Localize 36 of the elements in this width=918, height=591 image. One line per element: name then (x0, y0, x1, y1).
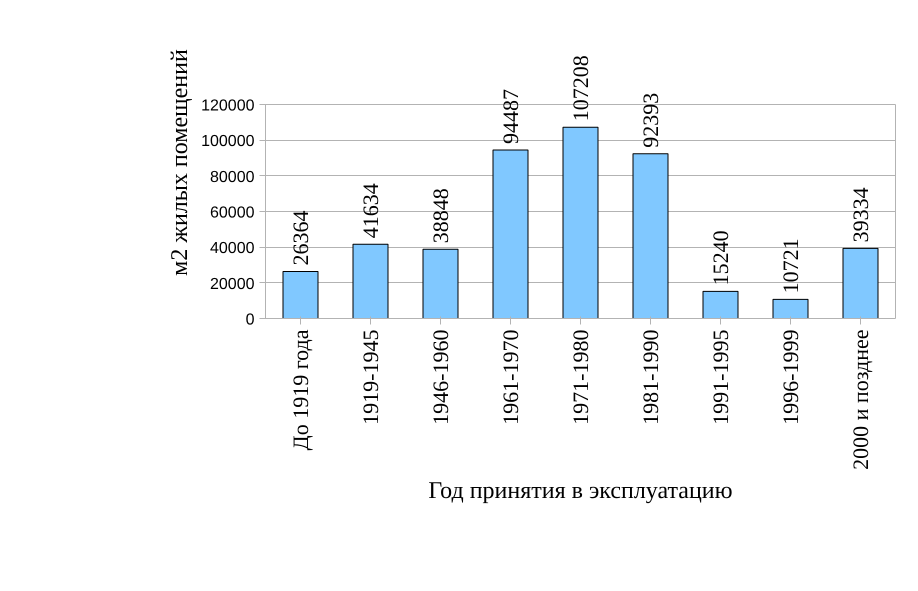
y-axis-title: м2 жилых помещений (167, 49, 194, 276)
data-label: 15240 (708, 230, 733, 286)
data-label: 39334 (848, 187, 873, 242)
x-tick-label: 1996-1999 (778, 330, 803, 425)
x-tick-label: До 1919 года (288, 329, 313, 450)
y-tick-label: 80000 (210, 168, 255, 186)
bar (352, 244, 388, 318)
y-tick-label: 0 (246, 312, 255, 328)
x-tick-label: 2000 и позднее (848, 329, 873, 470)
x-tick-label: 1971-1980 (568, 330, 593, 425)
x-tick-label: 1991-1995 (708, 330, 733, 425)
data-label: 26364 (288, 210, 313, 266)
bar (282, 270, 318, 318)
data-label: 92393 (638, 92, 663, 148)
bar (422, 248, 458, 318)
bar (492, 150, 528, 318)
data-label: 10721 (778, 238, 803, 294)
bar (632, 153, 668, 318)
y-tick-label: 120000 (201, 98, 255, 114)
bar (562, 126, 598, 318)
x-axis-title: Год принятия в эксплуатацию (428, 478, 733, 504)
bar (842, 248, 878, 318)
y-tick-label: 60000 (210, 204, 255, 222)
bar (772, 298, 808, 318)
y-tick-label: 100000 (201, 133, 255, 150)
data-label: 94487 (498, 89, 523, 144)
x-tick-label: 1946-1960 (428, 330, 453, 425)
x-tick-label: 1961-1970 (498, 330, 523, 425)
x-tick-label: 1981-1990 (638, 330, 663, 425)
x-tick-label: 1919-1945 (358, 330, 383, 425)
data-label: 38848 (428, 188, 453, 244)
data-label: 41634 (358, 183, 383, 238)
data-label: 107208 (568, 55, 593, 122)
y-tick-label: 20000 (210, 276, 255, 293)
y-tick-label: 40000 (210, 240, 255, 258)
bar (702, 290, 738, 318)
